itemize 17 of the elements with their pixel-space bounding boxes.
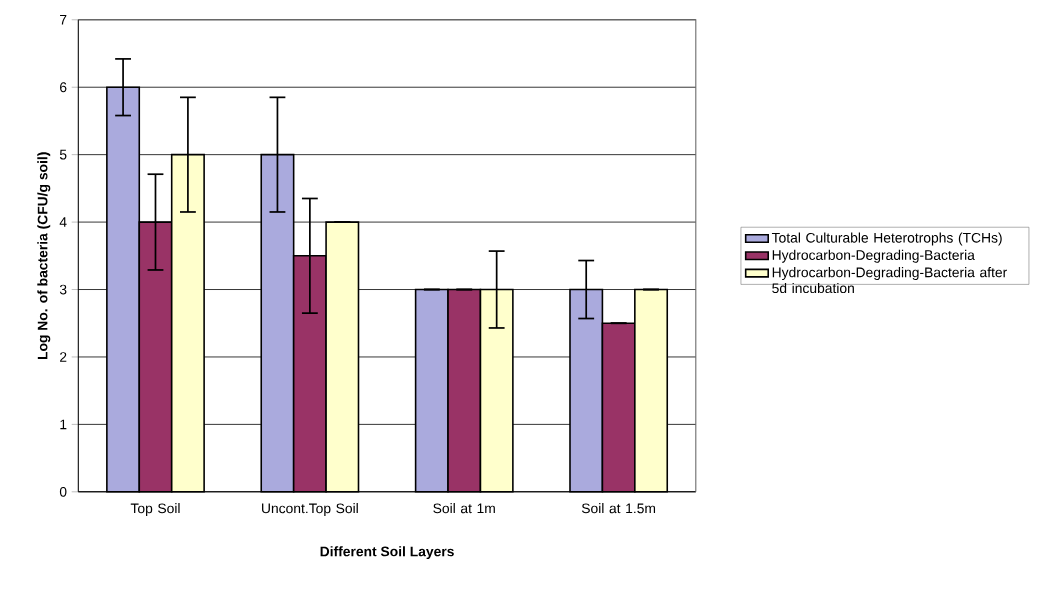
y-axis-title: Log No. of bacteria (CFU/g soil) [37,152,51,360]
y-tick-label: 5 [59,149,67,160]
y-tick-label: 2 [60,352,67,362]
x-tick-label: Uncont.Top Soil [262,503,358,517]
x-tick-label: Top Soil [130,503,180,517]
legend-label: Hydrocarbon-Degrading-Bacteria [772,249,975,263]
legend-label: Total Culturable Heterotrophs (TCHs) [771,232,1002,246]
y-tick-label: 7 [60,15,67,25]
y-tick-label: 1 [60,419,67,430]
y-tick-label: 6 [60,82,67,93]
legend-label: Hydrocarbon-Degrading-Bacteria after 5d incubation [772,267,1008,294]
x-tick-label: Soil at 1m [433,503,495,514]
x-axis-title: Different Soil Layers [320,546,454,560]
y-tick-label: 0 [59,487,67,497]
y-tick-label: 4 [59,217,67,228]
x-tick-label: Soil at 1.5m [581,503,656,514]
y-tick-label: 3 [59,284,67,295]
